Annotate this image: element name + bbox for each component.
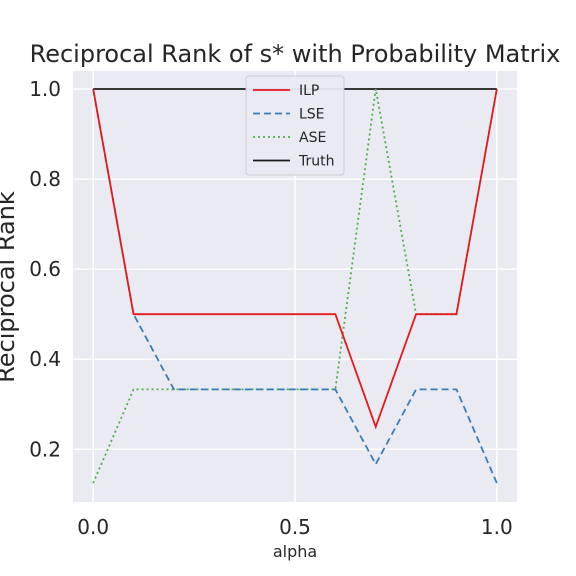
x-tick-label: 1.0 xyxy=(481,515,513,539)
legend-box xyxy=(245,75,345,176)
y-tick-label: 0.8 xyxy=(29,167,61,191)
y-tick-label: 0.6 xyxy=(29,257,61,281)
series-line-lse xyxy=(92,88,498,484)
y-tick-label: 0.2 xyxy=(29,437,61,461)
legend: ILP LSE ASE Truth xyxy=(245,75,345,176)
legend-label-ilp: ILP xyxy=(299,83,319,99)
legend-label-lse: LSE xyxy=(299,107,325,123)
tick-labels: 0.0 0.5 1.0 0.2 0.4 0.6 0.8 1.0 xyxy=(29,77,513,539)
x-axis-label: alpha xyxy=(273,542,317,561)
series-line-ilp xyxy=(92,88,498,430)
legend-label-truth: Truth xyxy=(298,154,335,170)
legend-label-ase: ASE xyxy=(299,130,326,146)
y-tick-label: 0.4 xyxy=(29,347,61,371)
y-tick-label: 1.0 xyxy=(29,77,61,101)
y-axis-label: Reciprocal Rank xyxy=(0,191,20,383)
x-tick-label: 0.0 xyxy=(77,515,109,539)
x-tick-label: 0.5 xyxy=(279,515,311,539)
chart-title: Reciprocal Rank of s* with Probability M… xyxy=(30,40,561,68)
